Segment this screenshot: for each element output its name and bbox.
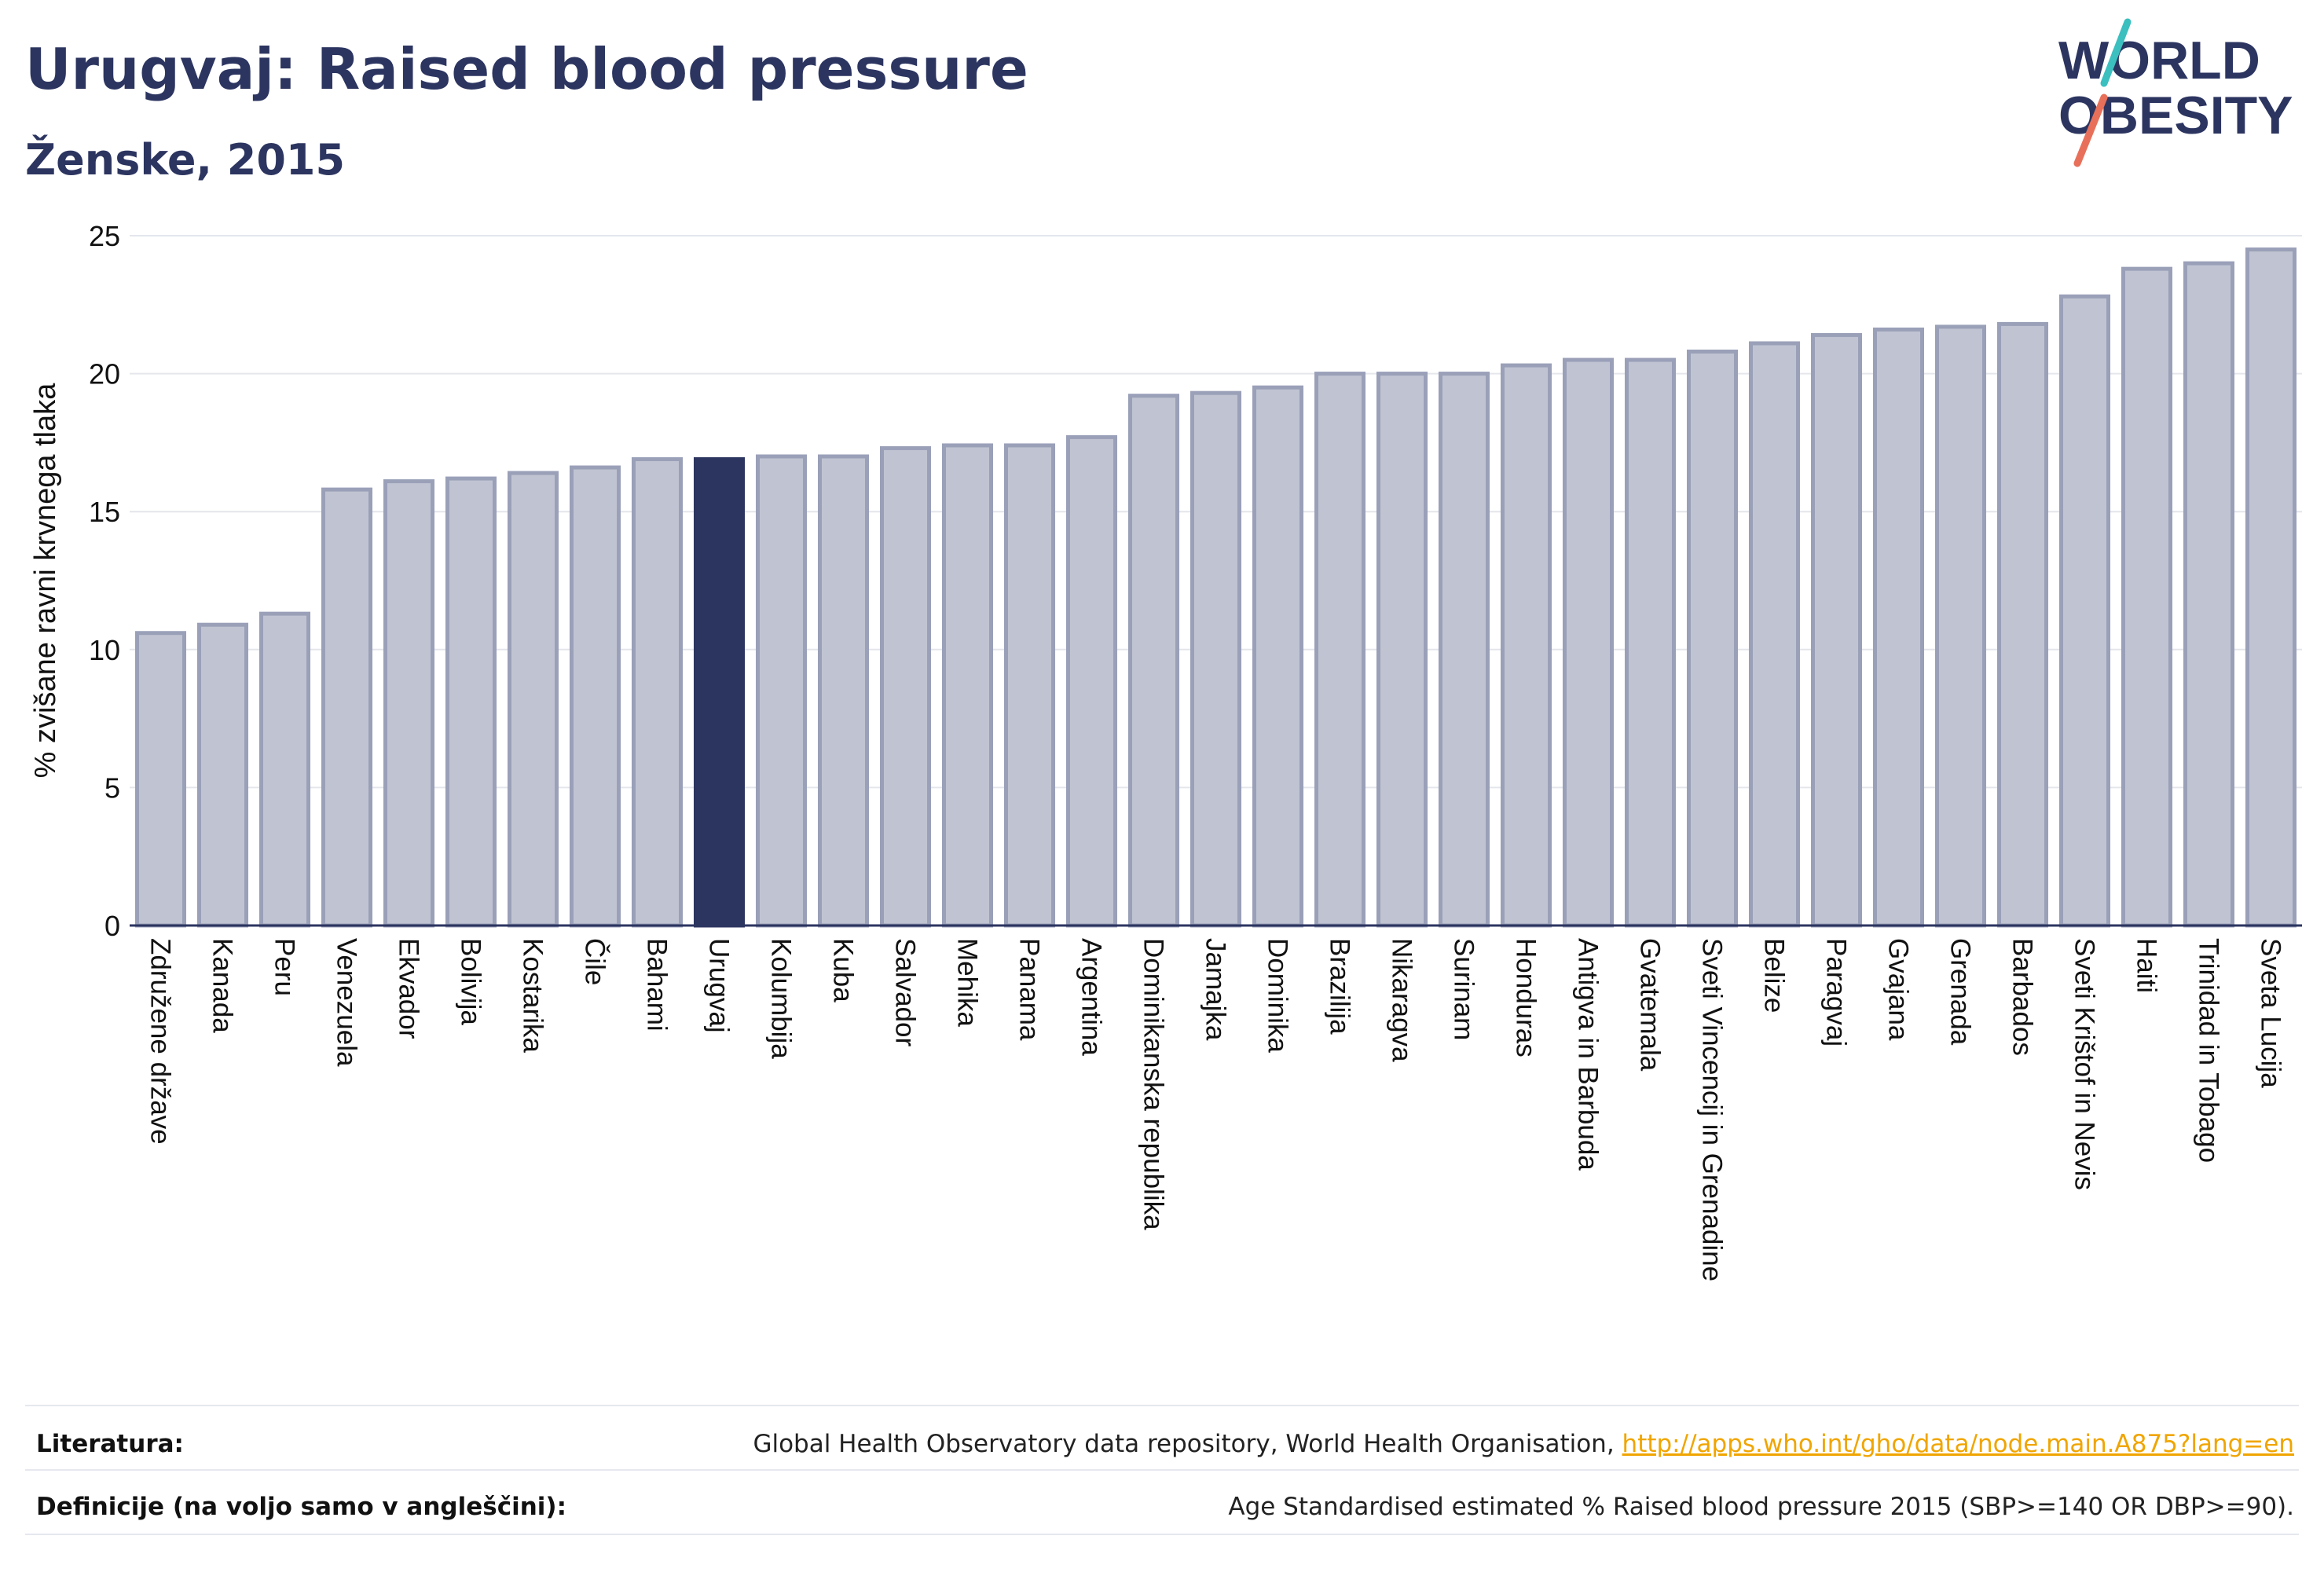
footer-literature-row: Literatura: Global Health Observatory da…	[36, 1430, 2294, 1477]
x-tick-label: Surinam	[1449, 938, 1479, 1040]
x-tick-label: Bolivija	[456, 938, 486, 1025]
footer-divider-top	[25, 1405, 2299, 1406]
bar-haiti[interactable]	[2121, 266, 2173, 928]
x-tick-label: Kuba	[828, 938, 859, 1002]
logo-slash-coral	[2073, 93, 2108, 167]
bar-honduras[interactable]	[1500, 363, 1552, 928]
y-axis-label: % zvišane ravni krvnega tlaka	[29, 383, 62, 779]
logo-slash-teal	[2100, 18, 2132, 87]
x-tick-label: Salvador	[890, 938, 921, 1046]
bar-dominika[interactable]	[1252, 385, 1304, 928]
x-tick-label: Bahami	[642, 938, 673, 1032]
literature-label: Literatura:	[36, 1430, 184, 1458]
x-tick-label: Jamajka	[1200, 938, 1231, 1041]
bar-gvajana[interactable]	[1872, 327, 1925, 928]
bar-kolumbija[interactable]	[755, 454, 808, 928]
bar-grenada[interactable]	[1934, 324, 1987, 928]
bar-ekvador[interactable]	[383, 479, 435, 928]
definitions-label: Definicije (na voljo samo v angleščini):	[36, 1493, 566, 1521]
x-tick-label: Združene države	[145, 938, 176, 1145]
x-tick-label: Kostarika	[518, 938, 548, 1053]
logo-line1: WORLD	[2058, 31, 2260, 90]
bar-sveti-vincencij-in-grenadine[interactable]	[1686, 350, 1739, 928]
bar-dominikanska-republika[interactable]	[1127, 394, 1180, 928]
bar-venezuela[interactable]	[321, 487, 373, 928]
x-tick-label: Sveta Lucija	[2256, 938, 2286, 1088]
bar-peru[interactable]	[258, 611, 311, 928]
x-tick-label: Haiti	[2132, 938, 2162, 993]
footer-definitions-row: Definicije (na voljo samo v angleščini):…	[36, 1493, 2294, 1540]
x-tick-label: Belize	[1759, 938, 1790, 1013]
x-tick-label: Sveti Vincencij in Grenadine	[1697, 938, 1728, 1281]
bar-sveti-krištof-in-nevis[interactable]	[2058, 294, 2111, 928]
bar-salvador[interactable]	[879, 445, 932, 928]
x-tick-label: Nikaragva	[1387, 938, 1417, 1062]
x-tick-label: Dominikanska republika	[1138, 938, 1169, 1230]
chart-title: Urugvaj: Raised blood pressure	[25, 36, 1028, 102]
literature-link[interactable]: http://apps.who.int/gho/data/node.main.A…	[1622, 1430, 2294, 1458]
literature-value: Global Health Observatory data repositor…	[753, 1430, 2294, 1458]
x-tick-label: Kolumbija	[766, 938, 797, 1059]
bar-paragvaj[interactable]	[1810, 332, 1863, 928]
bar-gvatemala[interactable]	[1624, 357, 1677, 928]
y-tick-label: 20	[89, 358, 120, 390]
footer-divider-middle	[25, 1469, 2299, 1471]
bar-kanada[interactable]	[196, 622, 249, 928]
bar-panama[interactable]	[1003, 443, 1056, 928]
bar-antigva-in-barbuda[interactable]	[1562, 357, 1615, 928]
world-obesity-logo: WORLD OBESITY	[2058, 18, 2293, 167]
y-tick-label: 5	[104, 772, 120, 804]
bar-belize[interactable]	[1748, 341, 1801, 928]
x-tick-label: Sveti Krištof in Nevis	[2069, 938, 2100, 1190]
bar-jamajka[interactable]	[1189, 390, 1242, 928]
y-tick-label: 0	[104, 910, 120, 942]
bar-chart: 0 5 10 15 20 25 Združene države Kanada Peru Vene…	[29, 220, 2302, 1281]
bars	[134, 247, 2297, 928]
x-tick-label: Čile	[580, 938, 610, 985]
y-tick-label: 25	[89, 220, 120, 252]
bar-barbados[interactable]	[1996, 321, 2049, 928]
bar-mehika[interactable]	[941, 443, 994, 928]
bar-brazilija[interactable]	[1314, 372, 1366, 928]
bar-argentina[interactable]	[1065, 434, 1118, 928]
bar-čile[interactable]	[569, 465, 621, 928]
literature-text: Global Health Observatory data repositor…	[753, 1430, 1622, 1458]
axes: 0 5 10 15 20 25	[89, 220, 2302, 942]
x-tick-label: Panama	[1014, 938, 1045, 1041]
footer-divider-bottom	[25, 1534, 2299, 1535]
definitions-value: Age Standardised estimated % Raised bloo…	[1228, 1493, 2294, 1521]
x-tick-label: Gvajana	[1883, 938, 1914, 1041]
x-tick-label: Mehika	[952, 938, 983, 1027]
x-tick-label: Paragvaj	[1821, 938, 1852, 1046]
x-tick-label: Argentina	[1076, 938, 1107, 1056]
x-tick-label: Urugvaj	[704, 938, 735, 1033]
y-tick-label: 10	[89, 634, 120, 666]
x-tick-labels: Združene države Kanada Peru Venezuela Ekvado…	[145, 938, 2286, 1281]
x-tick-label: Kanada	[207, 938, 238, 1033]
bar-trinidad-in-tobago[interactable]	[2183, 261, 2235, 928]
x-tick-label: Honduras	[1511, 938, 1541, 1057]
x-tick-label: Antigva in Barbuda	[1573, 938, 1604, 1171]
bar-bahami[interactable]	[631, 456, 684, 928]
x-tick-label: Venezuela	[332, 938, 362, 1067]
chart-subtitle: Ženske, 2015	[25, 135, 346, 185]
bar-kuba[interactable]	[817, 454, 870, 928]
x-tick-label: Trinidad in Tobago	[2194, 938, 2224, 1163]
x-tick-label: Brazilija	[1325, 938, 1355, 1035]
bar-urugvaj[interactable]	[693, 456, 746, 928]
x-tick-label: Ekvador	[394, 938, 424, 1039]
y-tick-label: 15	[89, 496, 120, 528]
bar-surinam[interactable]	[1438, 372, 1490, 928]
bar-sveta-lucija[interactable]	[2245, 247, 2297, 928]
bar-bolivija[interactable]	[445, 476, 497, 928]
bar-združene-države[interactable]	[134, 631, 187, 928]
x-tick-label: Peru	[269, 938, 300, 996]
bar-kostarika[interactable]	[507, 471, 559, 928]
x-tick-label: Dominika	[1263, 938, 1293, 1053]
x-tick-label: Gvatemala	[1635, 938, 1666, 1072]
bar-nikaragva[interactable]	[1376, 372, 1428, 928]
x-tick-label: Grenada	[1945, 938, 1976, 1046]
x-tick-label: Barbados	[2007, 938, 2038, 1056]
